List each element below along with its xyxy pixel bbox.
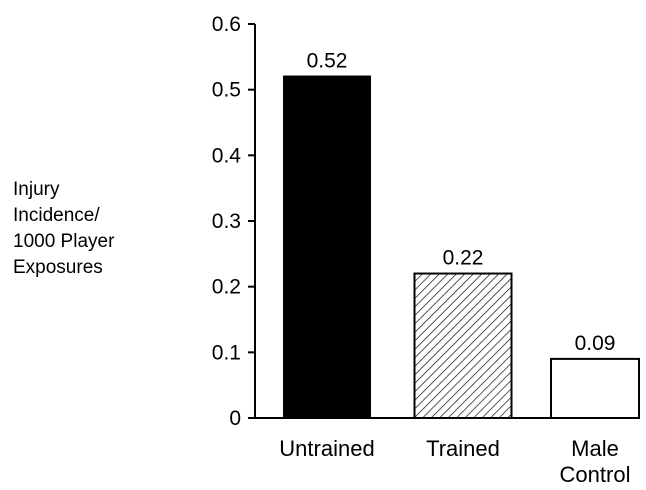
category-label: Untrained xyxy=(279,436,374,461)
bar xyxy=(413,272,513,419)
bar xyxy=(550,357,640,419)
y-axis-label-line: Injury xyxy=(13,179,60,200)
y-axis-label-line: Exposures xyxy=(13,257,103,278)
y-tick-label: 0.5 xyxy=(212,79,241,102)
bar xyxy=(283,75,371,420)
data-label: 0.22 xyxy=(443,247,484,270)
y-tick-label: 0.4 xyxy=(212,144,242,167)
y-tick-label: 0.2 xyxy=(212,276,241,299)
y-axis-label: Injury Incidence/1000 Player Exposures xyxy=(13,179,115,278)
y-axis-label-line: 1000 Player xyxy=(13,231,115,252)
y-tick-label: 0.6 xyxy=(212,13,241,36)
y-axis: 0 0.1 0.2 0.3 0.4 0.5 0.6 xyxy=(212,13,600,430)
y-axis-label-line: Incidence/ xyxy=(13,205,100,226)
y-tick-label: 0.3 xyxy=(212,210,241,233)
category-label: Trained xyxy=(426,436,500,461)
category-label: Control xyxy=(560,462,631,487)
category-label: Male xyxy=(571,436,619,461)
data-label: 0.09 xyxy=(575,332,616,355)
data-label: 0.52 xyxy=(307,50,348,73)
y-tick-label: 0.1 xyxy=(212,341,241,364)
y-tick-label: 0 xyxy=(229,407,241,430)
